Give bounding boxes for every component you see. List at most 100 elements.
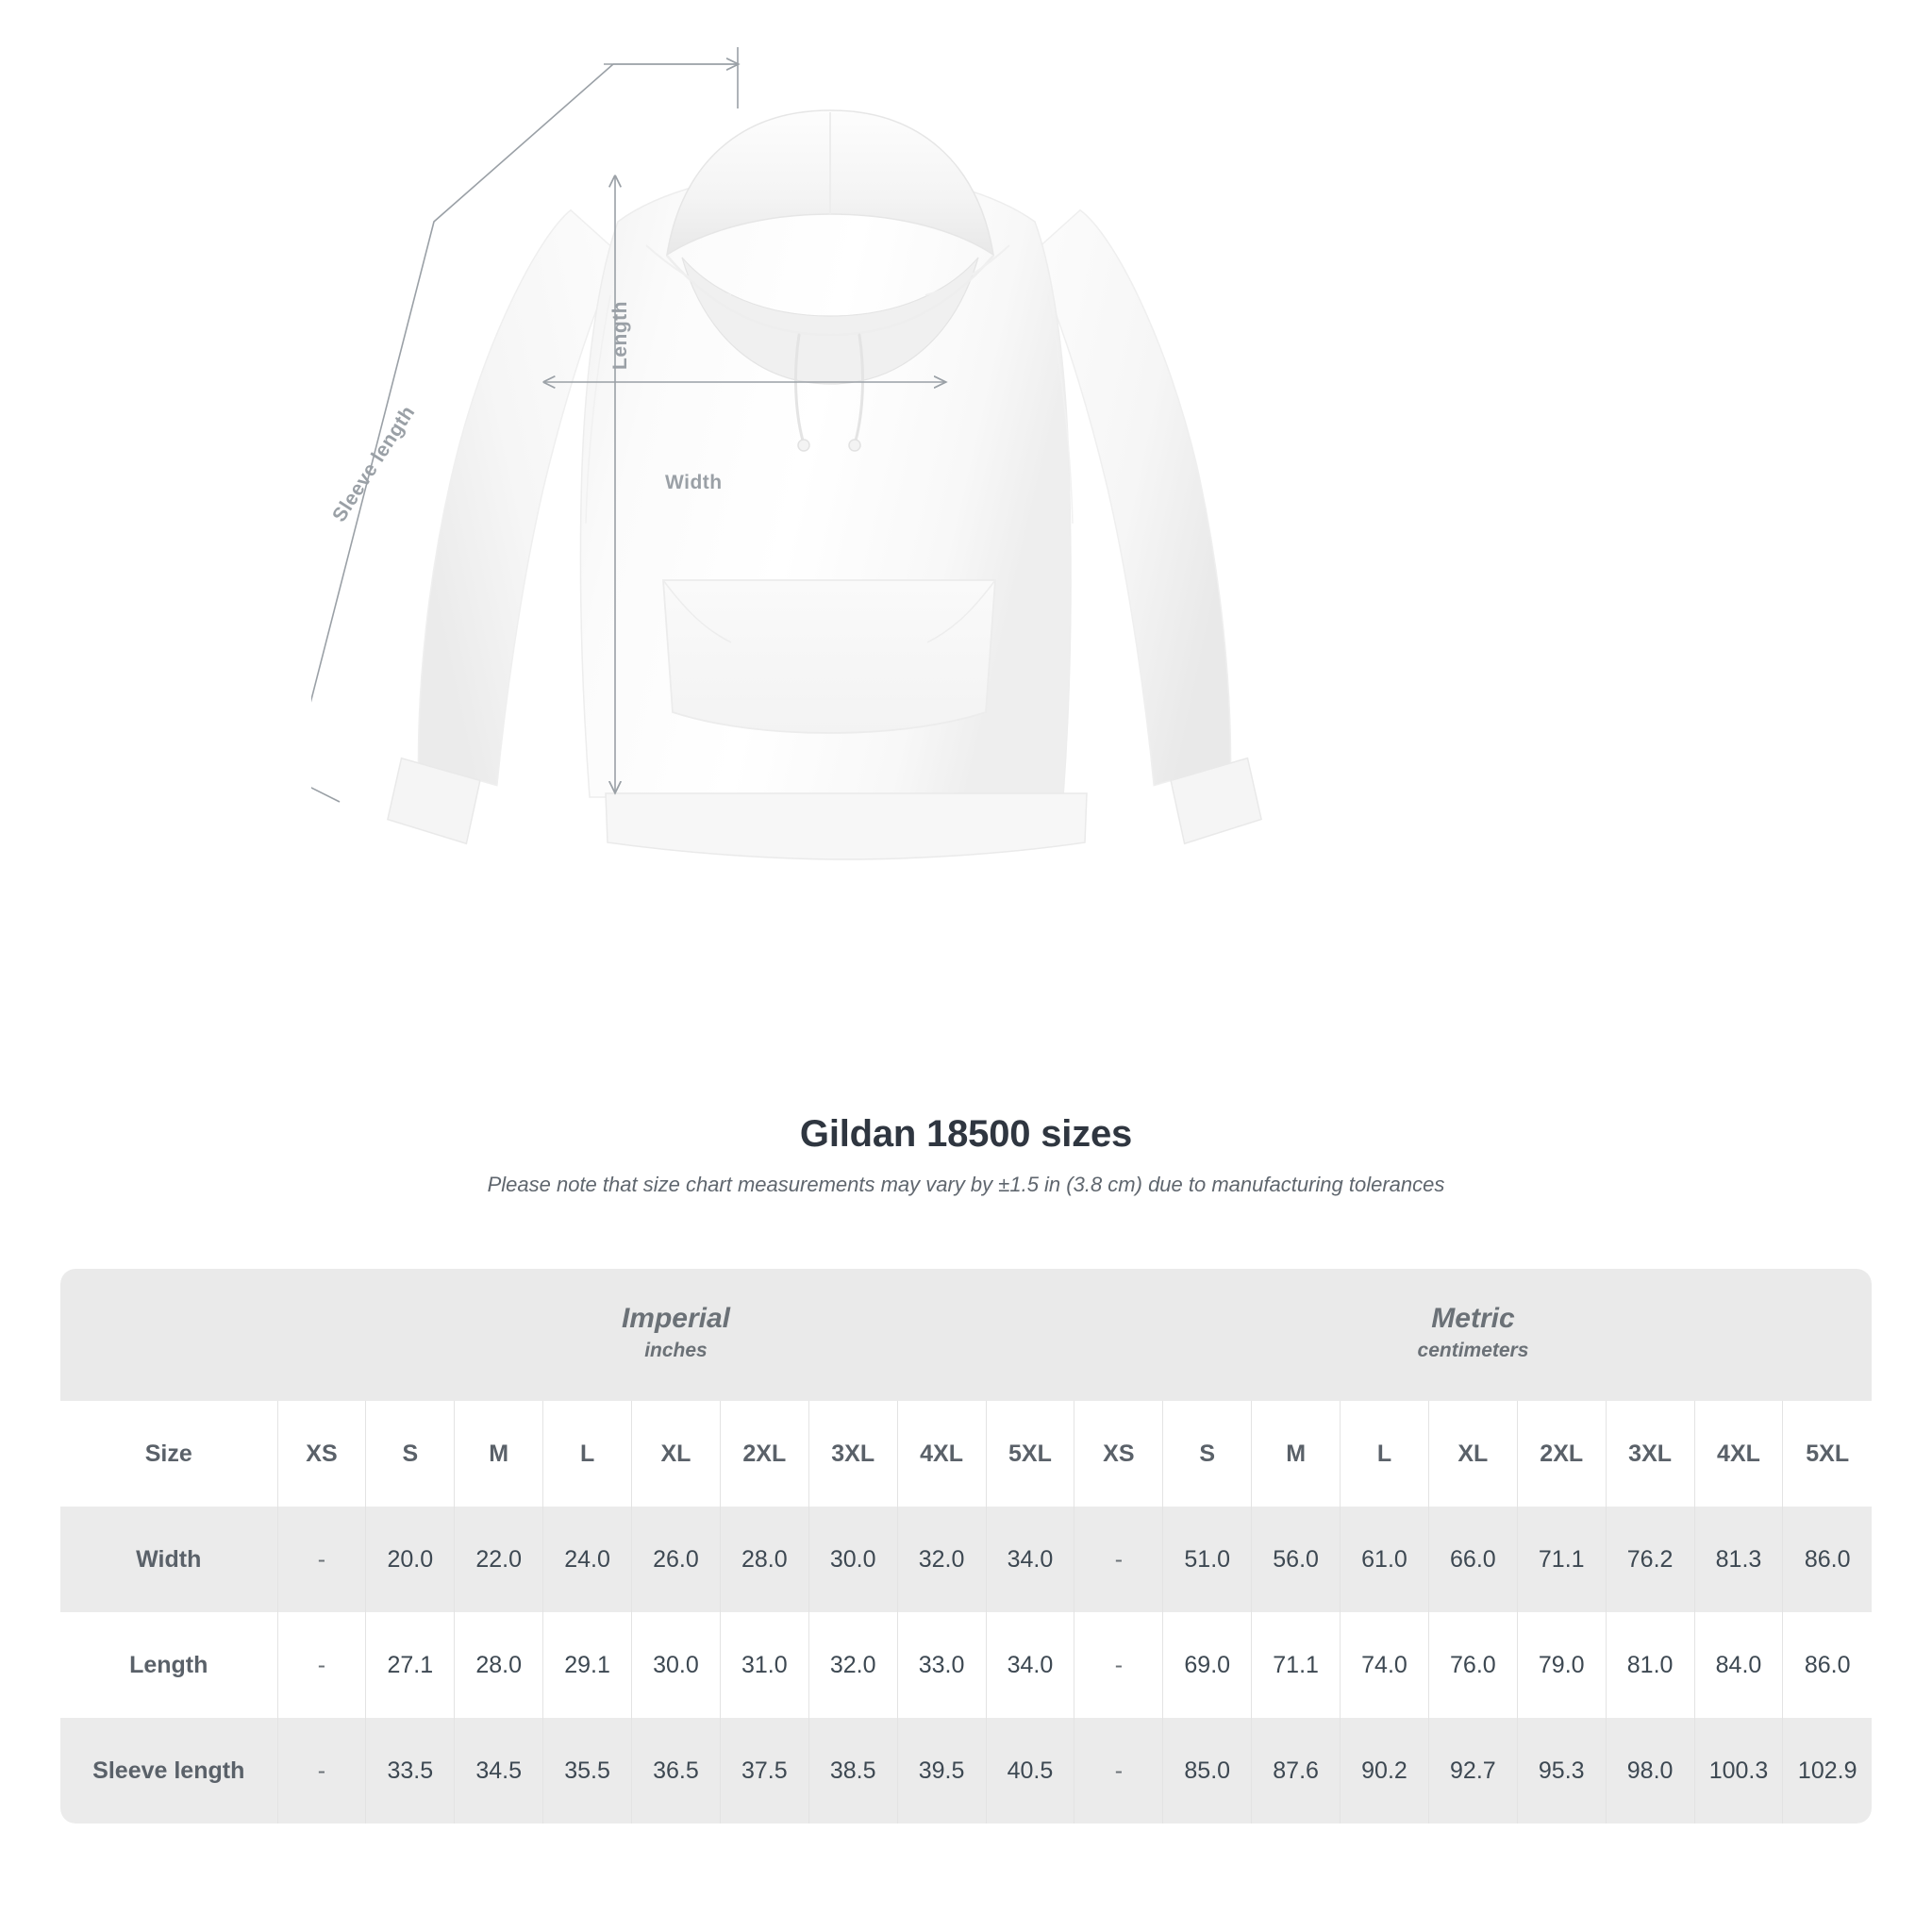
- size-table-body: Width -20.0 22.0 24.0 26.0 28.0 30.0 32.0 34.0-5…: [60, 1507, 1872, 1824]
- cell-length-metric-3xl: 81.0: [1605, 1612, 1695, 1718]
- size-header-imperial-4xl: 4XL: [896, 1401, 987, 1507]
- cell-sleeve-length-metric-5xl: 102.9: [1782, 1718, 1872, 1824]
- table-row: Length -27.1 28.0 29.1 30.0 31.0 32.0 33.0 34.0-…: [60, 1612, 1872, 1718]
- cell-length-metric-5xl: 86.0: [1782, 1612, 1872, 1718]
- cell-width-metric-m: 56.0: [1251, 1507, 1341, 1612]
- unit-header-imperial: Imperial inches: [277, 1269, 1074, 1401]
- size-header-metric-m: M: [1251, 1401, 1341, 1507]
- cell-length-imperial-m: 28.0: [454, 1612, 543, 1718]
- tolerance-note: Please note that size chart measurements…: [487, 1173, 1445, 1196]
- cell-width-imperial-l: 24.0: [542, 1507, 632, 1612]
- cell-width-imperial-xl: 26.0: [631, 1507, 721, 1612]
- cell-sleeve-length-imperial-m: 34.5: [454, 1718, 543, 1824]
- cell-sleeve-length-metric-m: 87.6: [1251, 1718, 1341, 1824]
- unit-header-imperial-name: Imperial: [621, 1302, 730, 1334]
- size-header-imperial-5xl: 5XL: [985, 1401, 1074, 1507]
- unit-header-metric-name: Metric: [1431, 1302, 1515, 1334]
- size-header-imperial-xl: XL: [631, 1401, 721, 1507]
- unit-header-metric: Metric centimeters: [1074, 1269, 1872, 1401]
- size-header-imperial-3xl: 3XL: [808, 1401, 898, 1507]
- cell-length-imperial-xs: -: [276, 1612, 366, 1718]
- size-header-metric-s: S: [1162, 1401, 1252, 1507]
- cell-sleeve-length-imperial-4xl: 39.5: [896, 1718, 987, 1824]
- size-header-metric-5xl: 5XL: [1782, 1401, 1872, 1507]
- size-header-metric-2xl: 2XL: [1516, 1401, 1607, 1507]
- cell-sleeve-length-imperial-3xl: 38.5: [808, 1718, 898, 1824]
- cell-length-metric-4xl: 84.0: [1693, 1612, 1783, 1718]
- cell-sleeve-length-imperial-s: 33.5: [365, 1718, 455, 1824]
- cell-sleeve-length-metric-4xl: 100.3: [1693, 1718, 1783, 1824]
- cell-width-metric-2xl: 71.1: [1516, 1507, 1607, 1612]
- cell-sleeve-length-imperial-xl: 36.5: [631, 1718, 721, 1824]
- cell-width-metric-xs: -: [1074, 1507, 1163, 1612]
- cell-length-imperial-l: 29.1: [542, 1612, 632, 1718]
- unit-header-row: Imperial inches Metric centimeters: [60, 1269, 1872, 1401]
- sleeve-length-guide: [311, 63, 614, 703]
- size-header-metric-3xl: 3XL: [1605, 1401, 1695, 1507]
- cell-length-imperial-s: 27.1: [365, 1612, 455, 1718]
- cell-length-metric-2xl: 79.0: [1516, 1612, 1607, 1718]
- cell-length-imperial-xl: 30.0: [631, 1612, 721, 1718]
- size-header-imperial-l: L: [542, 1401, 632, 1507]
- cell-width-metric-l: 61.0: [1340, 1507, 1429, 1612]
- cell-sleeve-length-metric-xs: -: [1074, 1718, 1163, 1824]
- size-header-row: Size XS S M L XL 2XL 3XL 4XL 5XL XS S M L XL 2XL 3XL 4XL 5…: [60, 1401, 1872, 1507]
- unit-header-imperial-sub: inches: [644, 1340, 708, 1362]
- table-row: Sleeve length -33.5 34.5 35.5 36.5 37.5 38.5 39…: [60, 1718, 1872, 1824]
- cell-width-imperial-xs: -: [276, 1507, 366, 1612]
- size-header-imperial-m: M: [454, 1401, 543, 1507]
- cell-length-metric-xl: 76.0: [1427, 1612, 1518, 1718]
- size-header-metric-xl: XL: [1427, 1401, 1518, 1507]
- cell-width-imperial-s: 20.0: [365, 1507, 455, 1612]
- row-label-width: Width: [60, 1507, 278, 1612]
- cell-width-metric-xl: 66.0: [1427, 1507, 1518, 1612]
- diagram-label-length: Length: [609, 301, 631, 370]
- row-label-sleeve-length: Sleeve length: [60, 1718, 278, 1824]
- cell-width-imperial-2xl: 28.0: [719, 1507, 809, 1612]
- cell-sleeve-length-imperial-xs: -: [276, 1718, 366, 1824]
- size-header-imperial-s: S: [365, 1401, 455, 1507]
- cell-length-metric-l: 74.0: [1340, 1612, 1429, 1718]
- cell-width-imperial-5xl: 34.0: [985, 1507, 1074, 1612]
- cell-length-metric-m: 71.1: [1251, 1612, 1341, 1718]
- cell-width-metric-s: 51.0: [1162, 1507, 1252, 1612]
- cell-sleeve-length-metric-l: 90.2: [1340, 1718, 1429, 1824]
- cell-width-imperial-m: 22.0: [454, 1507, 543, 1612]
- cell-width-imperial-4xl: 32.0: [896, 1507, 987, 1612]
- size-header-imperial-2xl: 2XL: [719, 1401, 809, 1507]
- cell-width-metric-5xl: 86.0: [1782, 1507, 1872, 1612]
- cell-length-imperial-3xl: 32.0: [808, 1612, 898, 1718]
- cell-sleeve-length-metric-2xl: 95.3: [1516, 1718, 1607, 1824]
- cell-width-metric-4xl: 81.3: [1693, 1507, 1783, 1612]
- size-header-metric-l: L: [1340, 1401, 1429, 1507]
- cell-sleeve-length-metric-s: 85.0: [1162, 1718, 1252, 1824]
- unit-header-spacer: [60, 1269, 278, 1401]
- cell-length-metric-xs: -: [1074, 1612, 1163, 1718]
- size-header-imperial-xs: XS: [276, 1401, 366, 1507]
- measurement-guides: [311, 47, 945, 803]
- cell-length-imperial-2xl: 31.0: [719, 1612, 809, 1718]
- row-label-length: Length: [60, 1612, 278, 1718]
- cell-width-imperial-3xl: 30.0: [808, 1507, 898, 1612]
- hoodie-illustration-svg: [311, 47, 1262, 860]
- cell-sleeve-length-imperial-2xl: 37.5: [719, 1718, 809, 1824]
- hoodie-diagram: Length Width Sleeve length: [311, 47, 1262, 860]
- cell-width-metric-3xl: 76.2: [1605, 1507, 1695, 1612]
- sleeve-bottom-tick: [311, 787, 341, 803]
- size-header-metric-4xl: 4XL: [1693, 1401, 1783, 1507]
- size-header-metric-xs: XS: [1074, 1401, 1163, 1507]
- garment-shape: [387, 109, 1262, 860]
- size-header-label: Size: [144, 1440, 192, 1467]
- table-row: Width -20.0 22.0 24.0 26.0 28.0 30.0 32.0 34.0-5…: [60, 1507, 1872, 1612]
- page-title: Gildan 18500 sizes: [799, 1113, 1133, 1155]
- caption-block: Gildan 18500 sizes Please note that size…: [0, 1113, 1932, 1197]
- cell-length-metric-s: 69.0: [1162, 1612, 1252, 1718]
- unit-header-metric-sub: centimeters: [1417, 1340, 1529, 1362]
- cell-sleeve-length-metric-xl: 92.7: [1427, 1718, 1518, 1824]
- diagram-label-width: Width: [665, 472, 723, 493]
- cell-sleeve-length-imperial-5xl: 40.5: [985, 1718, 1074, 1824]
- cell-length-imperial-4xl: 33.0: [896, 1612, 987, 1718]
- size-chart-table-container: Imperial inches Metric centimeters Size X…: [60, 1269, 1872, 1824]
- cell-sleeve-length-metric-3xl: 98.0: [1605, 1718, 1695, 1824]
- size-chart-table: Imperial inches Metric centimeters Size X…: [60, 1269, 1872, 1824]
